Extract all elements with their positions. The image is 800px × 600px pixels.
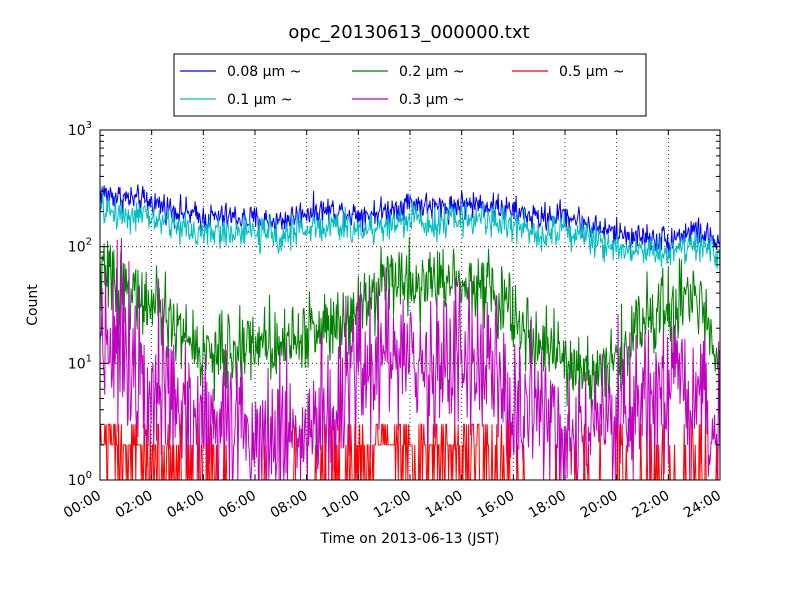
series-line-2 — [99, 191, 721, 274]
plot-area — [99, 129, 721, 481]
legend-box — [173, 53, 647, 117]
legend-label: 0.5 μm ~ — [559, 64, 624, 80]
y-tick-labels: 100 101 102 103 — [68, 120, 92, 489]
y-axis-label: Count — [25, 284, 41, 326]
legend-label: 0.3 μm ~ — [399, 92, 464, 108]
series-line-1 — [99, 184, 721, 255]
x-axis-label: Time on 2013-06-13 (JST) — [320, 531, 500, 547]
series-line-4 — [99, 237, 721, 481]
legend-label: 0.2 μm ~ — [399, 64, 464, 80]
legend-label: 0.1 μm ~ — [227, 92, 292, 108]
y-tick-label: 101 — [68, 353, 92, 372]
legend-label: 0.08 μm ~ — [227, 64, 301, 80]
y-tick-label: 103 — [68, 120, 92, 139]
plot-frame — [99, 129, 721, 481]
legend: 0.08 μm ~ 0.1 μm ~ 0.2 μm ~ 0.3 μm ~ 0.5 μm … — [173, 53, 647, 117]
chart-title: opc_20130613_000000.txt — [288, 22, 529, 43]
y-tick-label: 100 — [68, 470, 92, 489]
y-tick-label: 102 — [68, 237, 92, 256]
series-line-3 — [99, 236, 721, 413]
